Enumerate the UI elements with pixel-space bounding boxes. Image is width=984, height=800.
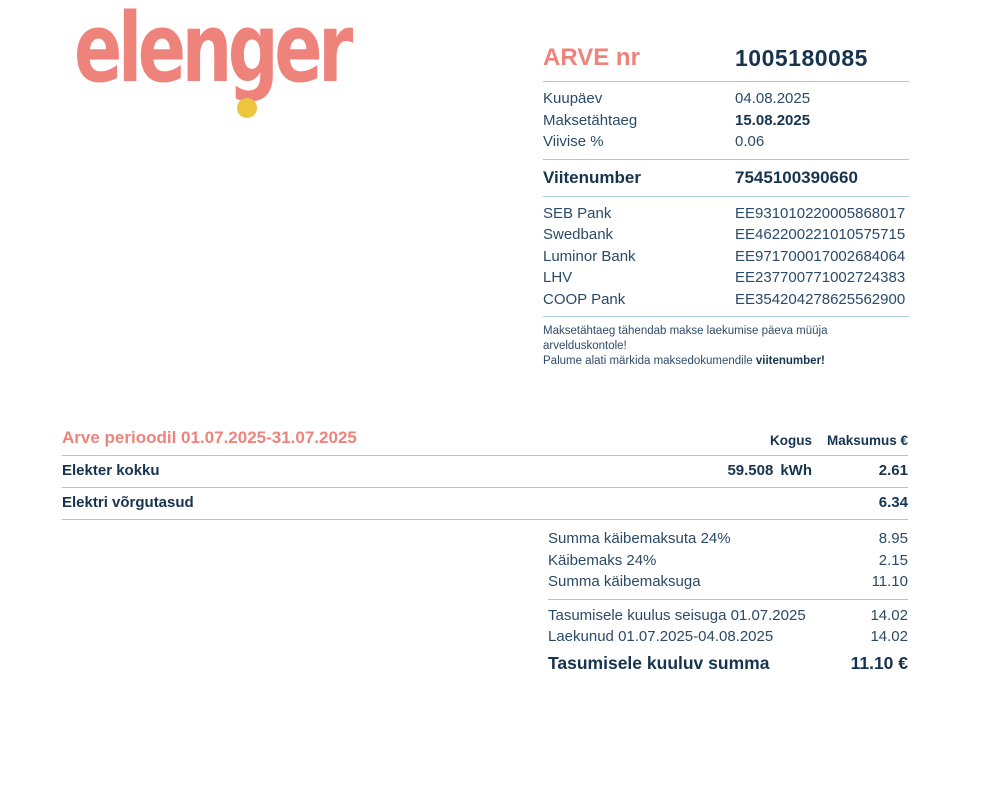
line-unit: kWh [780,462,812,479]
totals-summary: Summa käibemaksuta 24% 8.95 Käibemaks 24… [548,520,908,675]
invoice-lines-table: Arve perioodil 01.07.2025-31.07.2025 Kog… [62,428,908,675]
line-amount: 6.34 [878,494,908,511]
amount-column-header: Maksumus € [826,433,908,448]
reference-number-value: 7545100390660 [735,167,858,187]
bank-row: SEB Pank EE931010220005868017 [543,203,909,225]
summary-label: Summa käibemaksuta 24% [548,530,731,547]
bank-accounts-section: SEB Pank EE931010220005868017 Swedbank E… [543,197,909,317]
bank-row: COOP Pank EE354204278625562900 [543,289,909,311]
bank-name: LHV [543,269,573,286]
payment-note-reference-emphasis: viitenumber! [755,355,825,367]
summary-divider [548,598,908,600]
summary-value: 8.95 [878,530,908,547]
bank-name: COOP Pank [543,290,626,308]
bank-name: Swedbank [543,226,614,243]
payment-note-line2: Palume alati märkida maksedokumendile [543,355,756,367]
total-due-label: Tasumisele kuuluv summa [548,652,770,673]
due-date-value: 15.08.2025 [735,111,811,129]
brand-logo-dot-icon [237,98,257,118]
penalty-rate-label: Viivise % [543,133,604,150]
summary-row: Summa käibemaksuta 24% 8.95 [548,528,908,550]
penalty-rate-row: Viivise % 0.06 [543,131,909,153]
balance-value: 14.02 [870,606,908,624]
bank-row: Luminor Bank EE971700017002684064 [543,246,909,268]
table-row: Elektri võrgutasud 6.34 [62,487,908,520]
due-date-label: Maksetähtaeg [543,111,638,129]
balance-label: Tasumisele kuulus seisuga 01.07.2025 [548,606,806,624]
due-date-row: Maksetähtaeg 15.08.2025 [543,110,909,132]
balance-row: Tasumisele kuulus seisuga 01.07.2025 14.… [548,605,908,627]
table-header-row: Arve perioodil 01.07.2025-31.07.2025 Kog… [62,428,908,455]
line-description: Elekter kokku [62,462,160,479]
summary-row: Käibemaks 24% 2.15 [548,550,908,572]
invoice-dates-section: Kuupäev 04.08.2025 Maksetähtaeg 15.08.20… [543,82,909,160]
summary-value: 11.10 [871,573,908,590]
total-due-value: 11.10 € [850,652,908,673]
bank-iban: EE462200221010575715 [735,226,906,243]
total-due-row: Tasumisele kuuluv summa 11.10 € [548,648,908,675]
invoice-title-label: ARVE nr [543,44,640,71]
invoice-number-row: ARVE nr 1005180085 [543,44,909,82]
invoice-number: 1005180085 [735,45,868,71]
invoice-date-row: Kuupäev 04.08.2025 [543,88,909,110]
balance-value: 14.02 [870,628,908,645]
bank-iban: EE354204278625562900 [735,290,906,308]
line-quantity [692,493,812,513]
line-quantity: 59.508 kWh [727,462,812,479]
bank-row: LHV EE237700771002724383 [543,267,909,289]
table-row: Elekter kokku 59.508 kWh 2.61 [62,455,908,487]
brand-logo: elenger [74,2,394,132]
balance-row: Laekunud 01.07.2025-04.08.2025 14.02 [548,626,908,648]
bank-iban: EE971700017002684064 [735,247,906,265]
invoice-date-label: Kuupäev [543,90,603,107]
invoice-header-panel: ARVE nr 1005180085 Kuupäev 04.08.2025 Ma… [543,44,909,369]
invoice-date-value: 04.08.2025 [735,90,811,107]
payment-note-line1: Maksetähtaeg tähendab makse laekumise pä… [543,325,828,352]
summary-row: Summa käibemaksuga 11.10 [548,571,908,593]
balance-label: Laekunud 01.07.2025-04.08.2025 [548,628,774,645]
payment-note: Maksetähtaeg tähendab makse laekumise pä… [543,317,909,369]
summary-label: Summa käibemaksuga [548,573,701,590]
bank-name: Luminor Bank [543,247,636,265]
invoice-period-title: Arve perioodil 01.07.2025-31.07.2025 [62,428,357,447]
bank-iban: EE931010220005868017 [735,204,906,222]
brand-logo-text: elenger [74,0,353,104]
bank-row: Swedbank EE462200221010575715 [543,224,909,246]
reference-number-section: Viitenumber 7545100390660 [543,160,909,197]
bank-iban: EE237700771002724383 [735,269,906,286]
line-amount: 2.61 [878,462,908,479]
reference-number-row: Viitenumber 7545100390660 [543,166,909,190]
reference-number-label: Viitenumber [543,167,641,187]
penalty-rate-value: 0.06 [735,133,765,150]
line-description: Elektri võrgutasud [62,494,194,511]
bank-name: SEB Pank [543,204,612,222]
summary-label: Käibemaks 24% [548,551,657,569]
summary-value: 2.15 [878,551,908,569]
quantity-column-header: Kogus [770,433,812,448]
